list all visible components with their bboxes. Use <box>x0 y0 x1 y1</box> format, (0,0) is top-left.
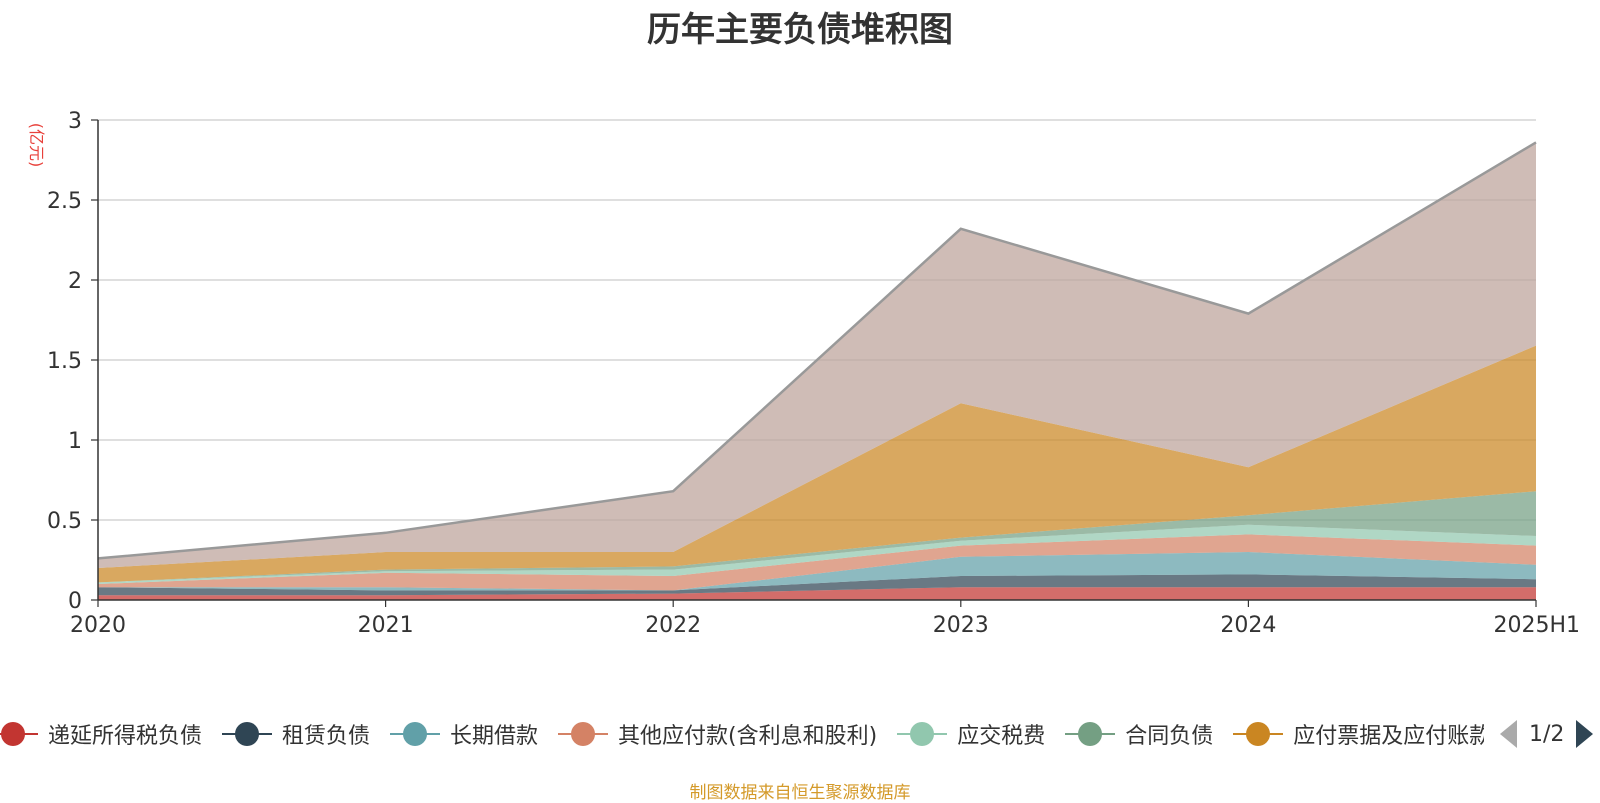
legend-item[interactable]: 应付票据及应付账款 <box>1233 714 1484 754</box>
legend-item[interactable]: 其他应付款(含利息和股利) <box>558 714 877 754</box>
x-tick-label: 2021 <box>358 613 414 638</box>
area-应付票据及应付账款[interactable] <box>98 345 1536 583</box>
y-axis-unit-label: (亿元) <box>27 123 46 168</box>
y-tick-label: 0 <box>68 589 82 614</box>
legend-label: 长期借款 <box>450 724 539 749</box>
area-租赁负债[interactable] <box>98 574 1536 596</box>
area-其他应付款(含利息和股利)[interactable] <box>98 534 1536 591</box>
legend-marker-icon <box>558 721 609 747</box>
legend-next-icon[interactable] <box>1576 720 1594 748</box>
area-递延所得税负债[interactable] <box>98 587 1536 600</box>
legend-marker-icon <box>390 721 441 747</box>
legend-label: 合同负债 <box>1125 724 1214 749</box>
legend: 递延所得税负债 租赁负债 长期借款 其他应付款(含利息和股利) 应交税费 合同负债 应付票据… <box>0 714 1600 754</box>
source-note: 制图数据来自恒生聚源数据库 <box>689 783 911 803</box>
legend-page-indicator: 1/2 <box>1529 721 1565 747</box>
legend-pager: 1/2 <box>1500 714 1594 754</box>
chart-title: 历年主要负债堆积图 <box>647 10 953 50</box>
area-应交税费[interactable] <box>98 524 1536 584</box>
legend-label: 租赁负债 <box>282 724 371 749</box>
legend-label: 递延所得税负债 <box>48 724 203 749</box>
y-tick-label: 1.5 <box>47 349 82 374</box>
legend-items: 递延所得税负债 租赁负债 长期借款 其他应付款(含利息和股利) 应交税费 合同负债 应付票据… <box>0 714 1484 754</box>
legend-marker-icon <box>897 721 948 747</box>
y-tick-label: 1 <box>68 429 82 454</box>
axes: 0 0.5 1 1.5 2 2.5 3 2020 2021 2022 2023 2024 2025H1 <box>47 109 1580 638</box>
legend-marker-icon <box>1065 721 1116 747</box>
legend-marker-icon <box>222 721 273 747</box>
legend-item[interactable]: 应交税费 <box>897 714 1045 754</box>
area-长期借款[interactable] <box>98 552 1536 591</box>
area-series <box>97 141 1537 600</box>
x-tick-label: 2025H1 <box>1493 613 1580 638</box>
y-tick-label: 0.5 <box>47 509 82 534</box>
total-outline <box>97 141 1537 560</box>
y-tick-label: 2.5 <box>47 189 82 214</box>
y-tick-label: 3 <box>68 109 82 134</box>
x-tick-label: 2023 <box>933 613 989 638</box>
area-短期借款[interactable] <box>98 142 1536 568</box>
legend-prev-icon[interactable] <box>1500 720 1517 748</box>
legend-label: 其他应付款(含利息和股利) <box>618 724 878 749</box>
legend-label: 应付票据及应付账款 <box>1293 724 1484 749</box>
legend-marker-icon <box>0 721 38 747</box>
legend-item[interactable]: 递延所得税负债 <box>0 714 202 754</box>
legend-label: 应交税费 <box>957 724 1046 749</box>
legend-marker-icon <box>1233 721 1284 747</box>
legend-item[interactable]: 合同负债 <box>1065 714 1213 754</box>
legend-item[interactable]: 租赁负债 <box>222 714 370 754</box>
legend-item[interactable]: 长期借款 <box>390 714 538 754</box>
x-tick-label: 2022 <box>645 613 701 638</box>
x-tick-label: 2020 <box>70 613 126 638</box>
x-tick-label: 2024 <box>1220 613 1276 638</box>
y-tick-label: 2 <box>68 269 82 294</box>
